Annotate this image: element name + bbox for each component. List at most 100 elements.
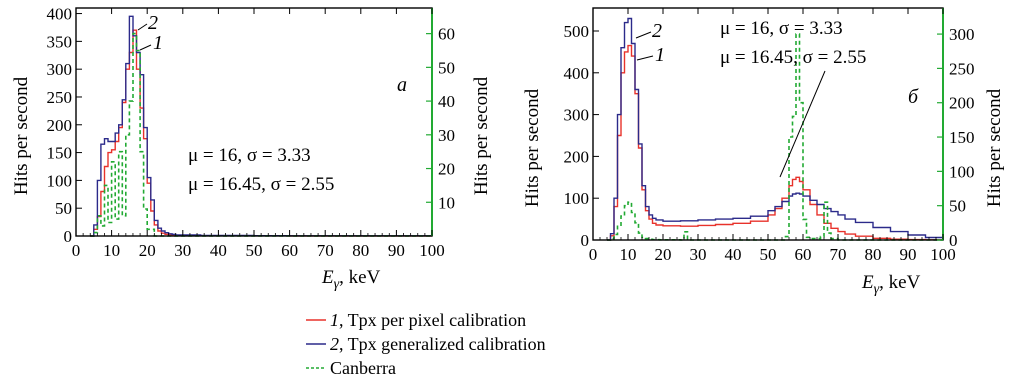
panel-b-curve-label-1: 1 [655,44,665,66]
panel-a-x-tick-label: 0 [72,241,81,260]
panel-a-y-right-tick-label: 40 [438,92,455,111]
panel-b-ylabel-right: Hits per second [984,88,1005,207]
panel-b-y-right-tick-label: 200 [949,94,975,113]
panel-b-y-right-tick-label: 300 [949,25,975,44]
legend-label-1: 1, Tpx per pixel calibration [330,310,526,330]
panel-a-chart: 0 10 20 30 40 50 60 70 80 90 100050100150200250300… [11,5,492,292]
panel-a-curve-label-2-leader [137,23,148,31]
panel-b-y-left-tick-label: 100 [564,189,590,208]
panel-b-xlabel: Eγ, keV [861,272,921,297]
legend-item-2: 2, Tpx generalized calibration [306,334,546,354]
legend: 1, Tpx per pixel calibration 2, Tpx gene… [306,310,546,377]
panel-b-annotation-leader [779,70,826,178]
panel-a-x-tick-label: 30 [174,241,191,260]
panel-a-ylabel-right: Hits per second [471,76,492,195]
panel-a-annotation-1: μ = 16, σ = 3.33 [188,145,311,166]
panel-b-curve-label-1-leader [636,55,654,61]
panel-b-y-right-tick-label: 50 [949,197,966,216]
legend-num-2: 2 [330,334,339,354]
panel-b-x-tick-label: 40 [725,245,742,264]
panel-a-y-left-tick-label: 0 [64,227,73,246]
panel-a-x-tick-label: 90 [388,241,405,260]
panel-a-y-right-tick-label: 50 [438,58,455,77]
panel-a-y-left-tick-label: 150 [47,144,73,163]
panel-a-x-tick-label: 20 [139,241,156,260]
panel-a-y-left-tick-label: 250 [47,88,73,107]
panel-a-curve-label-1: 1 [153,32,163,54]
panel-b-annotation-1: μ = 16, σ = 3.33 [720,18,843,39]
panel-b-y-right-tick-label: 100 [949,162,975,181]
panel-b-y-left-tick-label: 300 [564,106,590,125]
panel-a-y-right-tick-label: 10 [438,193,455,212]
panel-b-y-right-tick-label: 150 [949,128,975,147]
panel-b-xlabel-unit: , keV [879,272,920,293]
panel-a-y-left-tick-label: 300 [47,60,73,79]
panel-a-x-tick-label: 100 [419,241,445,260]
panel-a-series-curve-1 [90,29,433,237]
panel-a-xlabel-unit: , keV [339,267,380,288]
legend-text-2: , Tpx generalized calibration [339,334,546,354]
panel-a-x-tick-label: 40 [210,241,227,260]
panel-b-curve-label-2: 2 [652,20,662,42]
panel-a-y-right-tick-label: 20 [438,160,455,179]
panel-b-xlabel-symbol: E [861,272,874,293]
panel-b-ticks: 0 10 20 30 40 50 60 70 80 90 100010020030040050005… [564,8,975,264]
panel-a-letter: а [397,74,407,96]
panel-b-series-curve-1 [607,44,944,241]
legend-num-1: 1 [330,310,339,330]
legend-item-3: Canberra [306,358,396,377]
panel-b-x-tick-label: 70 [830,245,847,264]
panel-a-y-left-tick-label: 350 [47,32,73,51]
panel-b-y-right-tick-label: 0 [949,231,958,250]
legend-item-1: 1, Tpx per pixel calibration [306,310,526,330]
panel-a-y-left-tick-label: 50 [55,199,72,218]
panel-a-y-left-tick-label: 400 [47,5,73,24]
panel-a-ylabel-left: Hits per second [11,76,32,195]
panel-b-y-left-tick-label: 500 [564,22,590,41]
panel-a-x-tick-label: 70 [317,241,334,260]
panel-b-x-tick-label: 0 [589,245,598,264]
panel-b-x-tick-label: 90 [900,245,917,264]
panel-b-letter: б [908,86,919,108]
panel-b-x-tick-label: 10 [620,245,637,264]
panel-b-x-tick-label: 100 [930,245,956,264]
panel-b-ylabel-left: Hits per second [522,88,543,207]
legend-label-2: 2, Tpx generalized calibration [330,334,546,354]
panel-a-xlabel: Eγ, keV [321,267,381,292]
panel-a-series-curve-2 [90,15,433,237]
panel-a-y-right-tick-label: 30 [438,126,455,145]
legend-label-3: Canberra [330,358,396,377]
panel-b-curve-label-2-leader [635,31,652,39]
panel-b-x-tick-label: 60 [795,245,812,264]
panel-b-series-canberra [607,33,943,241]
panel-b-x-tick-label: 50 [760,245,777,264]
panel-a-x-tick-label: 60 [281,241,298,260]
panel-a-annotation-2: μ = 16.45, σ = 2.55 [188,174,334,195]
panel-a-curve-label-1-leader [139,44,152,51]
panel-a-curve-label-2: 2 [148,12,158,34]
panel-a-x-tick-label: 50 [246,241,263,260]
panel-b-y-left-tick-label: 400 [564,64,590,83]
panel-b-y-left-tick-label: 0 [581,231,590,250]
panel-b-x-tick-label: 20 [655,245,672,264]
panel-b-x-tick-label: 80 [865,245,882,264]
panel-a-ticks: 0 10 20 30 40 50 60 70 80 90 100050100150200250300… [47,5,456,260]
panel-b-chart: 0 10 20 30 40 50 60 70 80 90 100010020030040050005… [522,7,1005,297]
panel-a-y-right-tick-label: 60 [438,25,455,44]
panel-b-series-curve-2 [607,17,944,241]
panel-b-annotation-2: μ = 16.45, σ = 2.55 [720,47,866,68]
panel-a-y-left-tick-label: 100 [47,171,73,190]
panel-b-y-right-tick-label: 250 [949,59,975,78]
panel-b-xlabel-subscript: γ [874,282,880,297]
panel-b-x-tick-label: 30 [690,245,707,264]
panel-a-xlabel-symbol: E [321,267,334,288]
panel-a-x-tick-label: 10 [103,241,120,260]
panel-a-series-canberra [90,32,432,237]
panel-a-x-tick-label: 80 [352,241,369,260]
panel-b-series [607,17,944,241]
legend-text-1: , Tpx per pixel calibration [339,310,526,330]
panel-a-y-left-tick-label: 200 [47,116,73,135]
panel-a-xlabel-subscript: γ [334,277,340,292]
panel-b-y-left-tick-label: 200 [564,147,590,166]
